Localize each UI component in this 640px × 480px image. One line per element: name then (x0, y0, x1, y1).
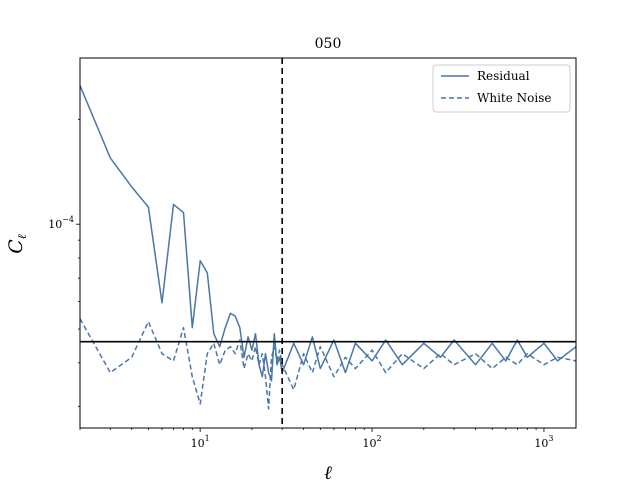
y-axis-label: Cℓ (5, 234, 29, 254)
plot-frame (80, 58, 576, 428)
x-tick-label: 101 (191, 434, 210, 450)
chart-title: 050 (315, 36, 342, 52)
x-tick-label: 102 (363, 434, 382, 450)
series-line-residual (80, 86, 576, 381)
y-axis-label-sub: ℓ (15, 234, 29, 239)
legend: Residual White Noise (433, 65, 570, 112)
y-tick-label: 10−4 (48, 215, 74, 231)
series-layer (80, 86, 576, 409)
series-line-white-noise (80, 319, 576, 409)
legend-label-white-noise: White Noise (477, 91, 551, 105)
reference-lines (80, 58, 576, 428)
x-axis: 101 102 103 (80, 428, 554, 450)
svg-text:Cℓ: Cℓ (5, 234, 29, 254)
legend-label-residual: Residual (477, 69, 530, 83)
y-axis-label-main: C (5, 239, 27, 254)
x-tick-label: 103 (534, 434, 553, 450)
y-axis: 10−4 (48, 119, 80, 406)
x-axis-label: ℓ (324, 462, 332, 480)
